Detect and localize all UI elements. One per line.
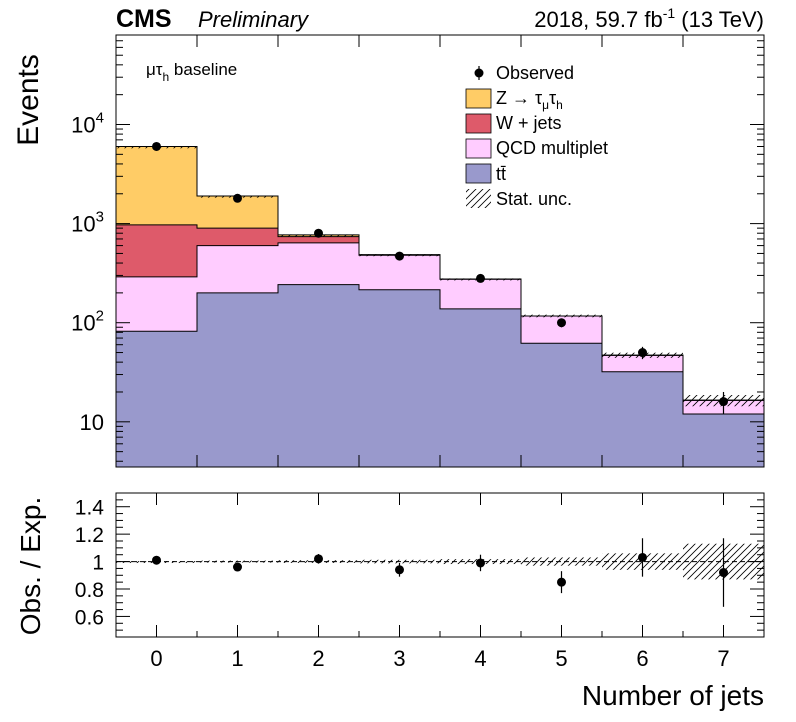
ratio-unc-band-5 — [521, 557, 602, 566]
y-axis-label-ratio: Obs. / Exp. — [15, 497, 46, 636]
legend-label-observed: Observed — [496, 63, 574, 83]
ratio-point-4 — [476, 558, 485, 568]
ratio-y-tick-label: 1.2 — [75, 524, 104, 547]
observed-point-4 — [476, 273, 485, 283]
x-tick-label-4: 4 — [474, 646, 486, 671]
observed-point-5 — [557, 318, 566, 328]
stat-unc-band-5 — [521, 314, 602, 318]
ratio-point-1 — [233, 562, 242, 572]
ratio-panel: 0.6 0.8 1 1.2 1.4 0 1 2 3 4 5 6 7 — [75, 492, 765, 671]
x-tick-label-2: 2 — [312, 646, 324, 671]
y-tick-label: 10 — [80, 410, 104, 435]
x-tick-label-6: 6 — [636, 646, 648, 671]
observed-point-7 — [719, 397, 728, 407]
y-tick-label: 103 — [71, 209, 104, 237]
bar-tt-6 — [602, 371, 683, 467]
ratio-y-tick-label: 1.4 — [75, 497, 105, 520]
ratio-point-5 — [557, 577, 566, 587]
x-tick-label-3: 3 — [393, 646, 405, 671]
y-tick-label: 102 — [71, 308, 104, 336]
bar-tt-1 — [197, 292, 278, 467]
experiment-label: CMS — [116, 5, 172, 33]
legend-label-stat-unc: Stat. unc. — [496, 189, 572, 209]
ratio-y-tick-label: 1 — [92, 552, 104, 575]
bar-tt-7 — [683, 413, 764, 467]
x-tick-label-0: 0 — [150, 646, 162, 671]
observed-point-6 — [638, 348, 647, 358]
legend-label-wjets: W + jets — [496, 113, 562, 133]
observed-point-0 — [152, 141, 161, 151]
x-tick-label-5: 5 — [555, 646, 567, 671]
legend-item-ztautau: Z → τμτh — [465, 88, 563, 112]
lumi-label: 2018, 59.7 fb-1 (13 TeV) — [534, 5, 764, 32]
observed-point-3 — [395, 251, 404, 261]
legend-label-ztautau: Z → τμτh — [496, 88, 563, 112]
ratio-point-0 — [152, 555, 161, 565]
bar-tt-4 — [440, 308, 521, 467]
ratio-point-7 — [719, 568, 728, 578]
legend-label-ttbar: tt̄ — [496, 164, 506, 184]
legend-item-qcd: QCD multiplet — [465, 138, 608, 159]
bar-tt-2 — [278, 284, 359, 467]
main-distribution-panel: 10 102 103 104 — [71, 34, 765, 468]
y-axis-label-events: Events — [12, 54, 45, 146]
bar-tt-0 — [116, 331, 197, 467]
bar-tt-3 — [359, 289, 440, 467]
ratio-point-2 — [314, 554, 323, 564]
x-tick-label-1: 1 — [231, 646, 243, 671]
legend: Observed Z → τμτh W + jets QCD multiplet… — [465, 63, 608, 209]
legend-item-wjets: W + jets — [465, 113, 562, 134]
x-tick-label-7: 7 — [717, 646, 729, 671]
x-axis-label: Number of jets — [582, 680, 764, 711]
stack-outline-tt — [116, 284, 764, 415]
observed-point-1 — [233, 193, 242, 203]
status-label: Preliminary — [198, 7, 310, 32]
legend-item-stat-unc: Stat. unc. — [466, 189, 572, 209]
y-tick-label: 104 — [71, 110, 104, 138]
ratio-point-6 — [638, 552, 647, 562]
ratio-y-tick-label: 0.8 — [75, 579, 104, 602]
selection-annotation: μτh baseline — [146, 60, 237, 84]
observed-point-2 — [314, 228, 323, 238]
bar-tt-5 — [521, 343, 602, 467]
legend-label-qcd: QCD multiplet — [496, 138, 608, 158]
legend-item-observed: Observed — [474, 63, 574, 83]
ratio-point-3 — [395, 565, 404, 575]
ratio-y-tick-label: 0.6 — [75, 606, 104, 629]
legend-item-ttbar: tt̄ — [465, 163, 506, 184]
